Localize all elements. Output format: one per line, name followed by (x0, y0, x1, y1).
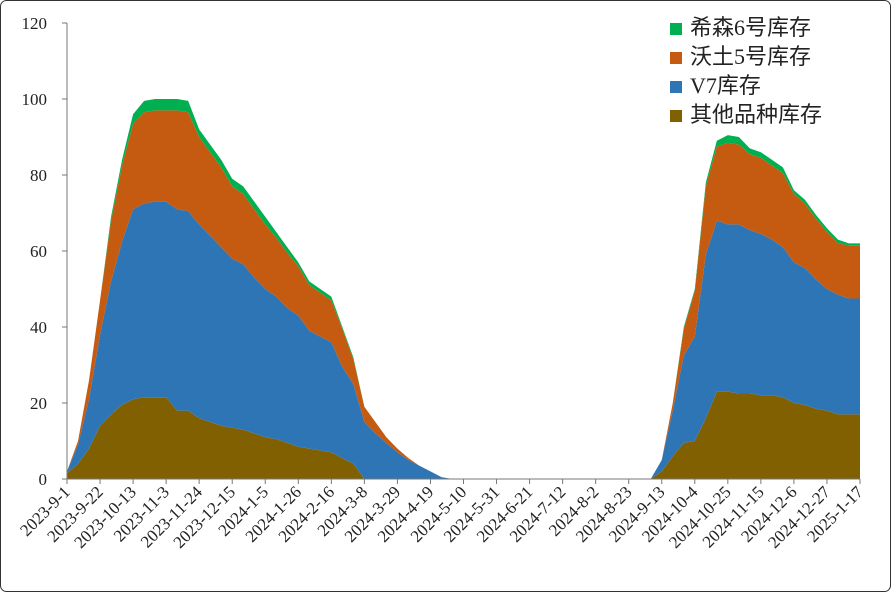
legend-swatch (670, 110, 682, 122)
legend-label: 希森6号库存 (690, 15, 811, 40)
y-tick-label: 0 (39, 470, 48, 489)
legend-label: 沃土5号库存 (690, 44, 811, 69)
y-tick-label: 60 (30, 242, 47, 261)
area (67, 110, 860, 480)
legend-swatch (670, 81, 682, 93)
area (67, 201, 860, 479)
legend-swatch (670, 23, 682, 35)
y-tick-label: 100 (22, 90, 48, 109)
area (67, 391, 860, 479)
legend-label: 其他品种库存 (690, 102, 822, 127)
y-tick-label: 40 (30, 318, 47, 337)
y-tick-label: 120 (22, 14, 48, 33)
y-tick-label: 20 (30, 394, 47, 413)
legend-label: V7库存 (690, 73, 761, 98)
legend-swatch (670, 52, 682, 64)
y-tick-label: 80 (30, 166, 47, 185)
